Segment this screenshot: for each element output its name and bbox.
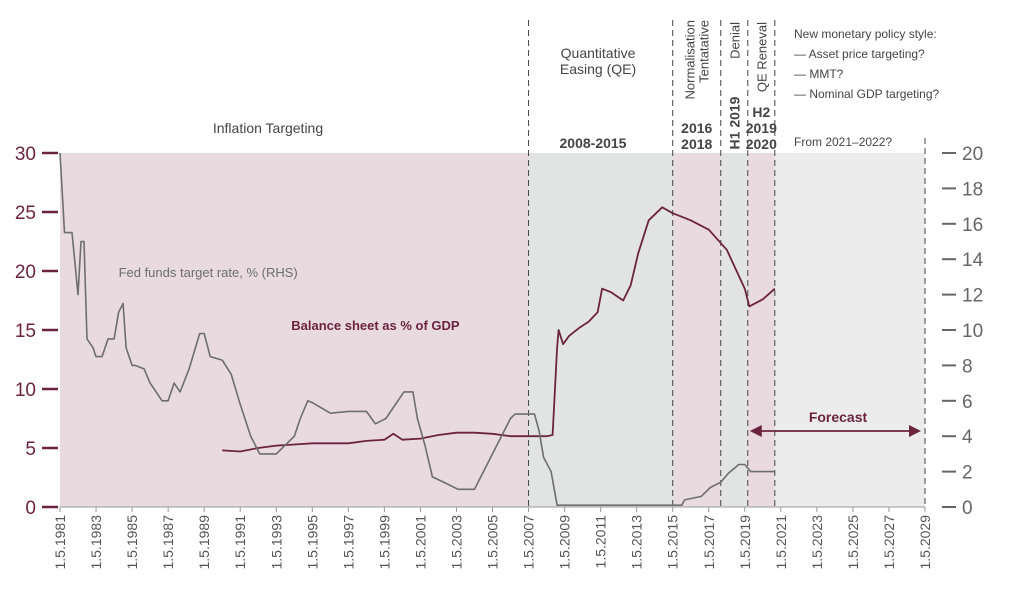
x-tick-10: 1.5.2001: [412, 515, 428, 570]
regime-band-4: [747, 153, 775, 507]
y-right-tick-8: 16: [962, 215, 983, 236]
policy-note-line-3: — Nominal GDP targeting?: [794, 87, 940, 101]
x-tick-24: 1.5.2029: [917, 515, 933, 570]
x-tick-3: 1.5.1987: [160, 515, 176, 570]
y-left-tick-0: 0: [25, 498, 36, 519]
y-right-tick-3: 6: [962, 392, 973, 413]
x-tick-13: 1.5.2007: [521, 515, 537, 570]
x-tick-23: 1.5.2027: [881, 515, 897, 570]
forecast-arrow-left-head: [749, 425, 762, 437]
x-tick-12: 1.5.2005: [485, 515, 501, 570]
regime-period-4-2: 2020: [746, 136, 777, 152]
y-left-tick-1: 5: [25, 439, 36, 460]
x-tick-1: 1.5.1983: [88, 515, 104, 570]
regime-label-1-1: Easing (QE): [560, 61, 636, 77]
x-tick-17: 1.5.2015: [665, 515, 681, 570]
regime-label-3-0: Denial: [727, 22, 742, 59]
x-tick-0: 1.5.1981: [52, 515, 68, 570]
regime-band-1: [528, 153, 673, 507]
policy-note-line-0: New monetary policy style:: [794, 27, 937, 41]
regime-label-4-0: QE Reneval: [754, 22, 769, 92]
forecast-arrow-right-head: [909, 425, 921, 437]
policy-note-line-2: — MMT?: [794, 67, 844, 81]
series-line-1: [59, 152, 775, 506]
y-right-tick-6: 12: [962, 286, 983, 307]
y-right-tick-7: 14: [962, 250, 984, 271]
regime-label-1-0: Quantitative: [561, 45, 636, 61]
regime-period-2-1: 2018: [681, 136, 712, 152]
policy-note-line-5: From 2021–2022?: [794, 135, 892, 149]
x-tick-21: 1.5.2023: [809, 515, 825, 570]
y-right-tick-4: 8: [962, 356, 973, 377]
regime-label-2-1: Tentatative: [697, 20, 712, 83]
x-tick-15: 1.5.2011: [593, 515, 609, 569]
y-right-tick-10: 20: [962, 144, 983, 165]
regime-period-3-0: H1 2019: [726, 96, 742, 149]
x-tick-7: 1.5.1995: [304, 515, 320, 570]
regime-period-4-0: H2: [752, 104, 770, 120]
series-lines: [59, 152, 776, 506]
regime-label-2-0: Normalisation: [683, 20, 698, 99]
regime-period-2-0: 2016: [681, 120, 712, 136]
x-tick-11: 1.5.2003: [448, 515, 464, 570]
regime-band-0: [60, 153, 529, 507]
y-left-tick-6: 30: [15, 144, 36, 165]
regime-period-4-1: 2019: [746, 120, 777, 136]
regime-bands: [60, 153, 925, 507]
policy-note-line-1: — Asset price targeting?: [794, 47, 925, 61]
annotations: Balance sheet as % of GDP Fed funds targe…: [119, 20, 940, 437]
regime-band-5: [774, 153, 925, 507]
x-tick-16: 1.5.2013: [629, 515, 645, 570]
series-label-1: Fed funds target rate, % (RHS): [119, 265, 298, 280]
x-tick-8: 1.5.1997: [340, 515, 356, 570]
x-tick-4: 1.5.1989: [196, 515, 212, 570]
x-tick-14: 1.5.2009: [557, 515, 573, 570]
regime-label-0: Inflation Targeting: [213, 120, 323, 136]
regime-period-1-0: 2008-2015: [560, 135, 627, 151]
x-tick-22: 1.5.2025: [845, 515, 861, 570]
y-right-tick-9: 18: [962, 179, 983, 200]
x-tick-20: 1.5.2021: [773, 515, 789, 570]
series-label-0: Balance sheet as % of GDP: [291, 318, 460, 333]
y-right-tick-5: 10: [962, 321, 983, 342]
regime-band-2: [672, 153, 721, 507]
x-tick-18: 1.5.2017: [701, 515, 717, 570]
axes: 0 5 10 15 20 25 30 0 2 4 6 8 10 12 14 16 18 20 1.5.1981 1.5…: [15, 144, 984, 570]
series-line-0: [222, 206, 776, 453]
y-right-tick-2: 4: [962, 427, 973, 448]
y-right-tick-1: 2: [962, 463, 973, 484]
forecast-label: Forecast: [809, 409, 868, 425]
x-tick-19: 1.5.2019: [737, 515, 753, 570]
y-left-tick-5: 25: [15, 203, 36, 224]
regime-band-3: [720, 153, 748, 507]
y-left-tick-3: 15: [15, 321, 36, 342]
y-left-tick-2: 10: [15, 380, 36, 401]
y-right-tick-0: 0: [962, 498, 973, 519]
x-tick-9: 1.5.1999: [376, 515, 392, 570]
x-tick-6: 1.5.1993: [268, 515, 284, 570]
x-tick-2: 1.5.1985: [124, 515, 140, 570]
y-left-tick-4: 20: [15, 262, 36, 283]
x-tick-5: 1.5.1991: [232, 515, 248, 570]
